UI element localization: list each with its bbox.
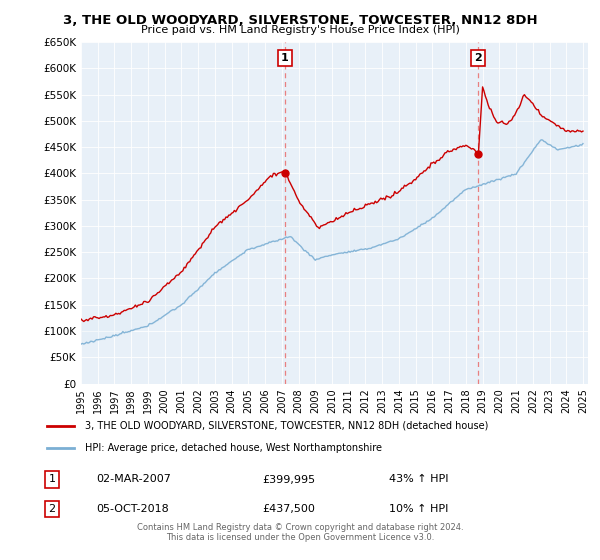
- Text: 1: 1: [49, 474, 56, 484]
- Text: £437,500: £437,500: [262, 504, 315, 514]
- Text: 3, THE OLD WOODYARD, SILVERSTONE, TOWCESTER, NN12 8DH (detached house): 3, THE OLD WOODYARD, SILVERSTONE, TOWCES…: [85, 421, 488, 431]
- Text: Contains HM Land Registry data © Crown copyright and database right 2024.: Contains HM Land Registry data © Crown c…: [137, 523, 463, 532]
- Text: Price paid vs. HM Land Registry's House Price Index (HPI): Price paid vs. HM Land Registry's House …: [140, 25, 460, 35]
- Text: 1: 1: [281, 53, 289, 63]
- Text: This data is licensed under the Open Government Licence v3.0.: This data is licensed under the Open Gov…: [166, 533, 434, 542]
- Text: 02-MAR-2007: 02-MAR-2007: [96, 474, 171, 484]
- Text: £399,995: £399,995: [262, 474, 315, 484]
- Text: HPI: Average price, detached house, West Northamptonshire: HPI: Average price, detached house, West…: [85, 443, 382, 453]
- Text: 3, THE OLD WOODYARD, SILVERSTONE, TOWCESTER, NN12 8DH: 3, THE OLD WOODYARD, SILVERSTONE, TOWCES…: [62, 14, 538, 27]
- Text: 10% ↑ HPI: 10% ↑ HPI: [389, 504, 448, 514]
- Text: 2: 2: [475, 53, 482, 63]
- Text: 2: 2: [49, 504, 56, 514]
- Text: 05-OCT-2018: 05-OCT-2018: [96, 504, 169, 514]
- Text: 43% ↑ HPI: 43% ↑ HPI: [389, 474, 448, 484]
